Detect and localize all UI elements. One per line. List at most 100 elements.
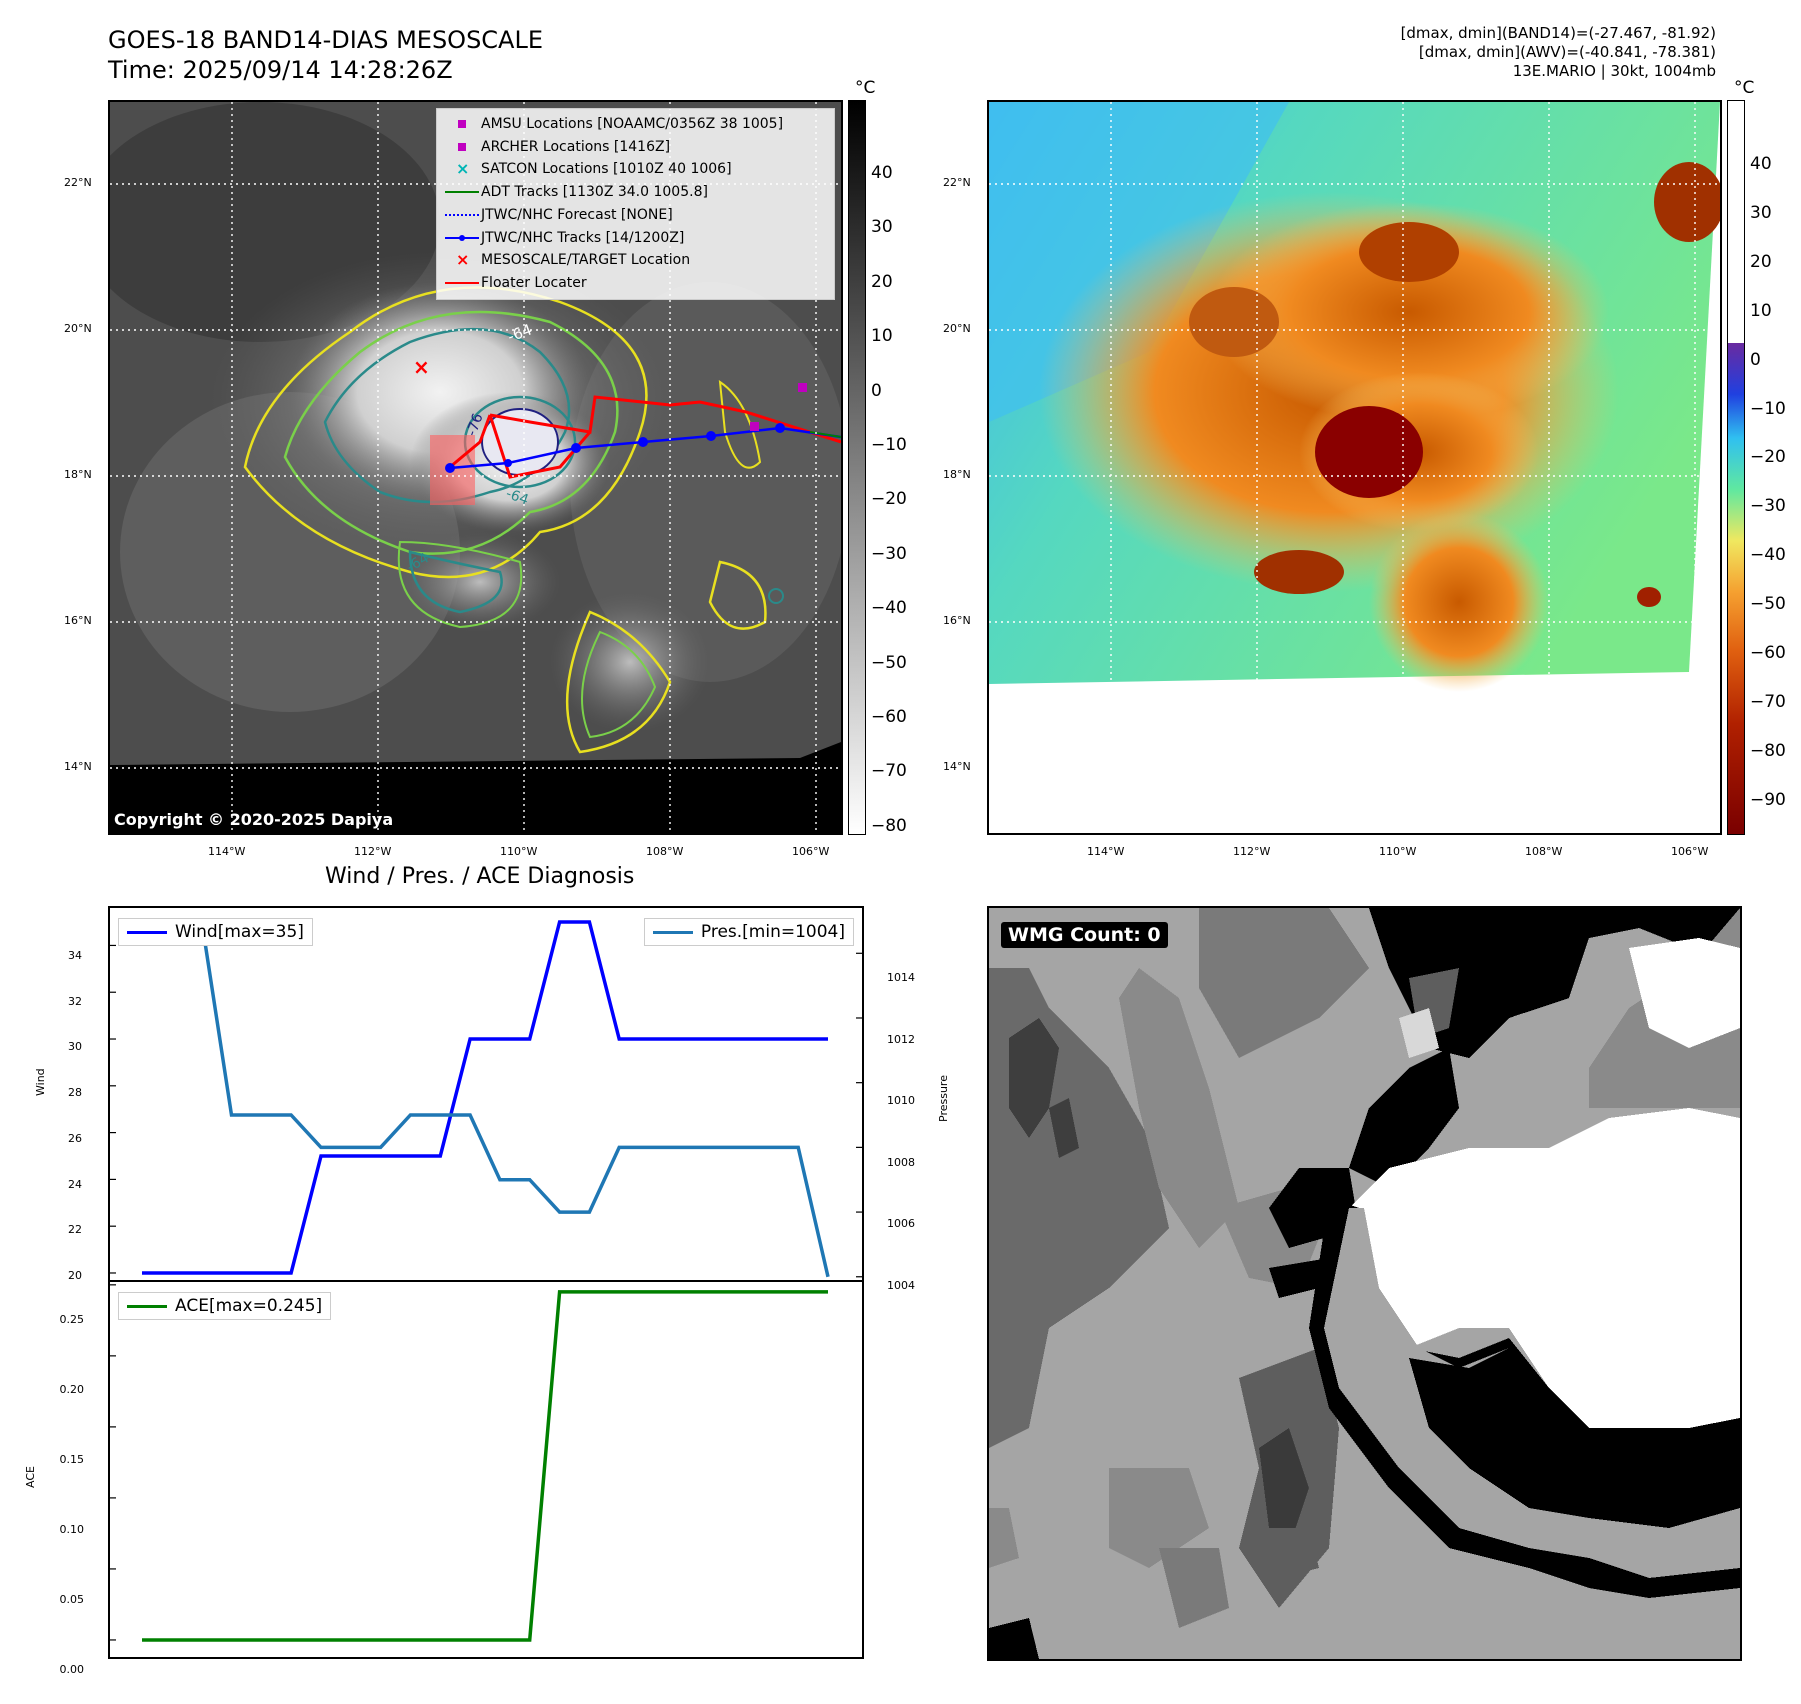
legend-label-adt: ADT Tracks [1130Z 34.0 1005.8] <box>481 184 708 201</box>
ir-lon-112: 112°W <box>354 845 392 858</box>
awv-colorbar-unit: °C <box>1734 78 1755 98</box>
awv-cb-tick: 30 <box>1750 202 1772 223</box>
ir-cb-tick: 40 <box>871 163 893 183</box>
ir-cb-tick: −60 <box>871 707 907 728</box>
ir-lat-14: 14°N <box>64 760 92 773</box>
wind-tick: 24 <box>68 1177 82 1191</box>
legend-row-floater: Floater Locater <box>443 272 828 295</box>
ir-colorbar <box>848 100 866 835</box>
ir-lat-16: 16°N <box>64 614 92 627</box>
pres-tick: 1004 <box>887 1278 915 1292</box>
awv-cb-tick: −60 <box>1750 643 1786 664</box>
stats-line-3: 13E.MARIO | 30kt, 1004mb <box>1512 62 1716 80</box>
wmg-panel[interactable]: WMG Count: 0 <box>987 906 1742 1661</box>
wind-tick: 34 <box>68 949 82 962</box>
awv-map-panel[interactable] <box>987 100 1722 835</box>
ace-tick: 0.00 <box>59 1662 85 1676</box>
awv-cb-tick: 20 <box>1750 251 1772 272</box>
awv-lat-16: 16°N <box>943 614 971 627</box>
awv-cb-tick: 40 <box>1750 154 1772 174</box>
wind-axis-label: Wind <box>34 1068 47 1096</box>
awv-cb-tick: −80 <box>1750 740 1786 761</box>
awv-cb-tick: −20 <box>1750 447 1786 468</box>
awv-lon-108: 108°W <box>1525 845 1563 858</box>
ir-map-panel[interactable]: -64 -76 -64 -64 × AMSU L <box>108 100 843 835</box>
legend-row-tracks: JTWC/NHC Tracks [14/1200Z] <box>443 227 828 250</box>
ir-lon-108: 108°W <box>646 845 684 858</box>
ace-tick: 0.25 <box>59 1313 85 1326</box>
legend-row-target: × MESOSCALE/TARGET Location <box>443 249 828 272</box>
target-marker: × <box>413 355 430 379</box>
wmg-count-label: WMG Count: 0 <box>1001 922 1168 948</box>
awv-lat-22: 22°N <box>943 176 971 189</box>
legend-label-target: MESOSCALE/TARGET Location <box>481 252 691 269</box>
ace-tick: 0.20 <box>59 1382 85 1396</box>
wind-tick: 20 <box>68 1268 82 1282</box>
legend-row-archer: ARCHER Locations [1416Z] <box>443 136 828 159</box>
pres-tick: 1006 <box>887 1217 915 1231</box>
legend-label-satcon: SATCON Locations [1010Z 40 1006] <box>481 161 732 178</box>
awv-cb-tick: −70 <box>1750 691 1786 712</box>
awv-cb-tick: −40 <box>1750 545 1786 566</box>
diag-title: Wind / Pres. / ACE Diagnosis <box>325 864 635 889</box>
stats-title: [dmax, dmin](BAND14)=(-27.467, -81.92) [… <box>1401 24 1716 81</box>
ace-tick: 0.05 <box>59 1592 85 1606</box>
awv-lon-110: 110°W <box>1379 845 1417 858</box>
ir-lat-20: 20°N <box>64 322 92 335</box>
wind-legend-label: Wind[max=35] <box>175 922 304 942</box>
stats-line-2: [dmax, dmin](AWV)=(-40.841, -78.381) <box>1418 43 1716 61</box>
wind-legend-swatch <box>127 930 167 934</box>
awv-cb-tick: −90 <box>1750 789 1786 810</box>
legend-row-forecast: JTWC/NHC Forecast [NONE] <box>443 204 828 227</box>
legend-label-tracks: JTWC/NHC Tracks [14/1200Z] <box>481 229 685 246</box>
pres-legend-swatch <box>652 930 693 934</box>
title-line-2: Time: 2025/09/14 14:28:26Z <box>108 56 453 84</box>
ace-ticks: 0.25 0.20 0.15 0.10 0.05 0.00 <box>54 1285 85 1704</box>
ace-tick: 0.10 <box>59 1522 85 1536</box>
ir-cb-tick: 10 <box>871 326 893 347</box>
pressure-series-line <box>142 919 830 1278</box>
ir-colorbar-ticks: 40 30 20 10 0 −10 −20 −30 −40 −50 −60 −7… <box>871 146 907 853</box>
copyright-text: Copyright © 2020-2025 Dapiya <box>114 810 394 829</box>
awv-lat-14: 14°N <box>943 760 971 773</box>
ace-plot <box>110 1284 828 1642</box>
ir-lon-114: 114°W <box>208 845 246 858</box>
ir-cb-tick: −70 <box>871 761 907 782</box>
ir-lon-110: 110°W <box>500 845 538 858</box>
legend-label-amsu: AMSU Locations [NOAAMC/0356Z 38 1005] <box>481 116 784 132</box>
legend-row-amsu: AMSU Locations [NOAAMC/0356Z 38 1005] <box>443 113 828 136</box>
pres-tick: 1012 <box>887 1032 915 1046</box>
title-line-1: GOES-18 BAND14-DIAS MESOSCALE <box>108 26 544 54</box>
ir-cb-tick: −20 <box>871 489 907 510</box>
pres-legend-label: Pres.[min=1004] <box>700 922 845 942</box>
wind-tick: 32 <box>68 994 82 1008</box>
wind-tick: 28 <box>68 1086 82 1100</box>
wind-tick: 26 <box>68 1131 82 1145</box>
pres-axis-label: Pressure <box>937 1075 950 1122</box>
awv-cb-tick: 0 <box>1750 349 1761 370</box>
stats-line-1: [dmax, dmin](BAND14)=(-27.467, -81.92) <box>1400 24 1716 42</box>
ace-legend-label: ACE[max=0.245] <box>175 1296 323 1316</box>
ace-panel: ACE[max=0.245] <box>108 1280 864 1659</box>
ir-colorbar-unit: °C <box>855 78 876 98</box>
awv-map-image <box>989 102 1720 833</box>
ir-cb-tick: −10 <box>871 435 907 456</box>
figure-title: GOES-18 BAND14-DIAS MESOSCALE Time: 2025… <box>108 25 543 85</box>
awv-lon-114: 114°W <box>1087 845 1125 858</box>
contour-label-2: -76 <box>464 411 487 438</box>
ir-cb-tick: −80 <box>871 815 907 836</box>
contour-label-3: -64 <box>504 486 531 509</box>
pres-tick: 1010 <box>887 1094 915 1108</box>
ir-cb-tick: 0 <box>871 380 882 401</box>
pres-tick: 1014 <box>887 971 915 984</box>
ace-axis-label: ACE <box>24 1466 37 1488</box>
pres-legend: Pres.[min=1004] <box>643 918 854 946</box>
legend-label-floater: Floater Locater <box>481 274 587 291</box>
ir-cb-tick: −30 <box>871 543 907 564</box>
ir-cb-tick: −50 <box>871 652 907 673</box>
pres-tick: 1008 <box>887 1155 915 1169</box>
awv-colorbar <box>1727 100 1745 835</box>
awv-cb-tick: −50 <box>1750 594 1786 615</box>
awv-lat-20: 20°N <box>943 322 971 335</box>
legend-label-forecast: JTWC/NHC Forecast [NONE] <box>481 206 673 223</box>
